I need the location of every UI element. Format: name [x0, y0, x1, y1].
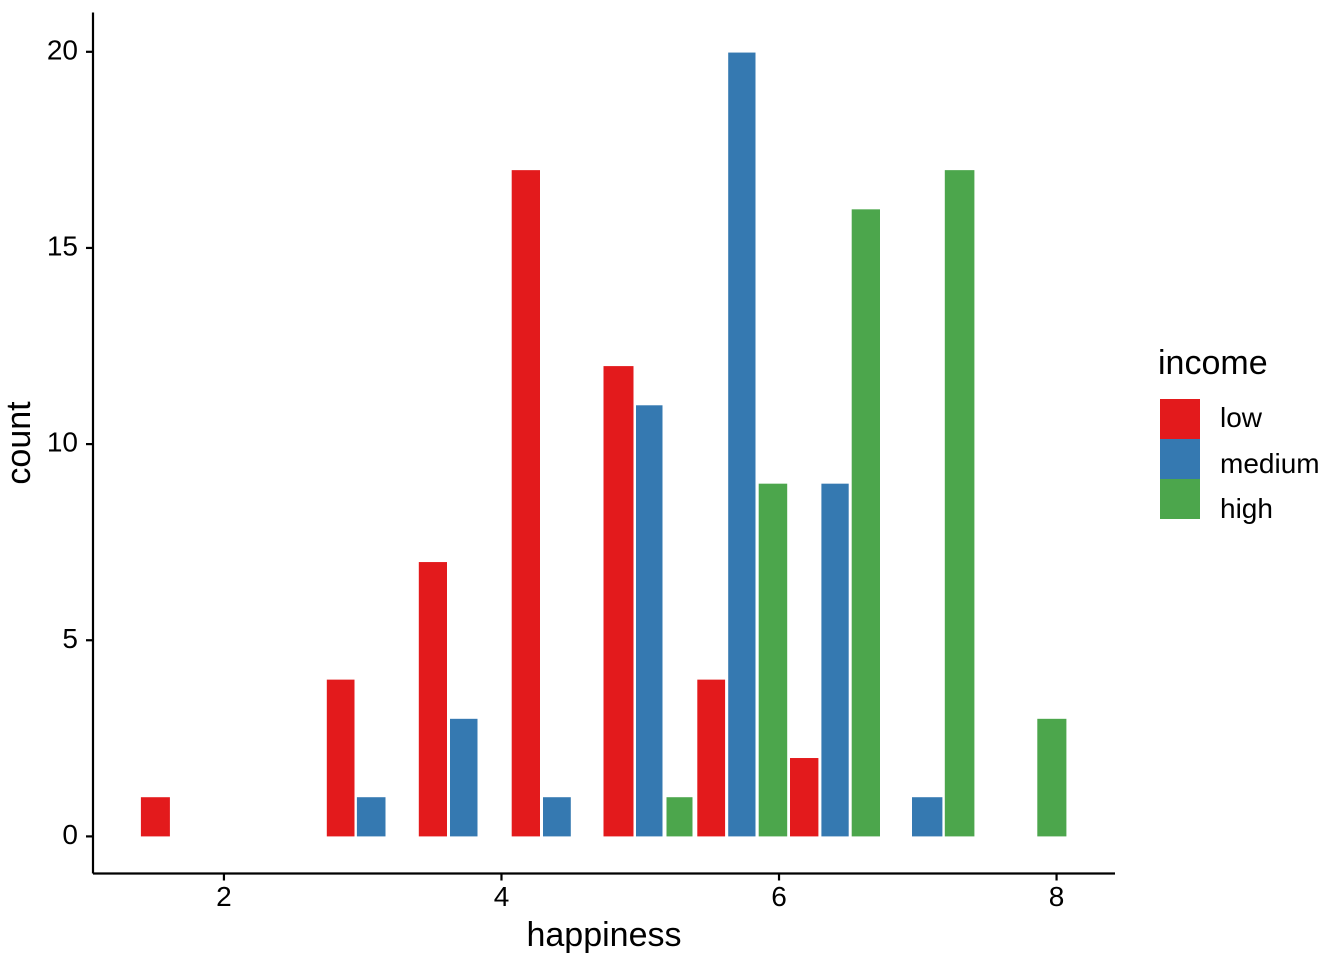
svg-text:0: 0 [62, 819, 78, 850]
svg-text:count: count [0, 401, 38, 485]
svg-text:10: 10 [47, 427, 78, 458]
svg-text:medium: medium [1220, 448, 1320, 479]
svg-text:8: 8 [1049, 881, 1065, 912]
svg-text:5: 5 [62, 623, 78, 654]
svg-text:4: 4 [494, 881, 510, 912]
svg-text:happiness: happiness [526, 916, 681, 954]
svg-text:6: 6 [771, 881, 787, 912]
svg-text:15: 15 [47, 231, 78, 262]
svg-text:high: high [1220, 493, 1273, 524]
svg-text:income: income [1158, 344, 1268, 382]
svg-text:20: 20 [47, 34, 78, 65]
svg-text:2: 2 [216, 881, 232, 912]
svg-text:low: low [1220, 402, 1263, 433]
